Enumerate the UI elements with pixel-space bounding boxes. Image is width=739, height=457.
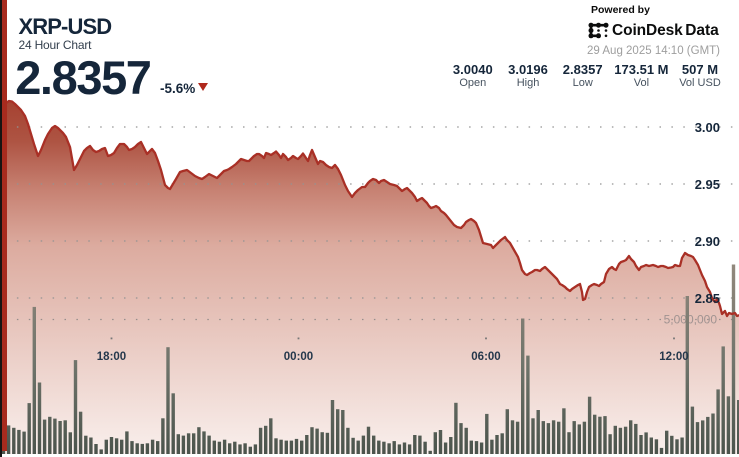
- svg-text:5,000,000: 5,000,000: [664, 313, 718, 327]
